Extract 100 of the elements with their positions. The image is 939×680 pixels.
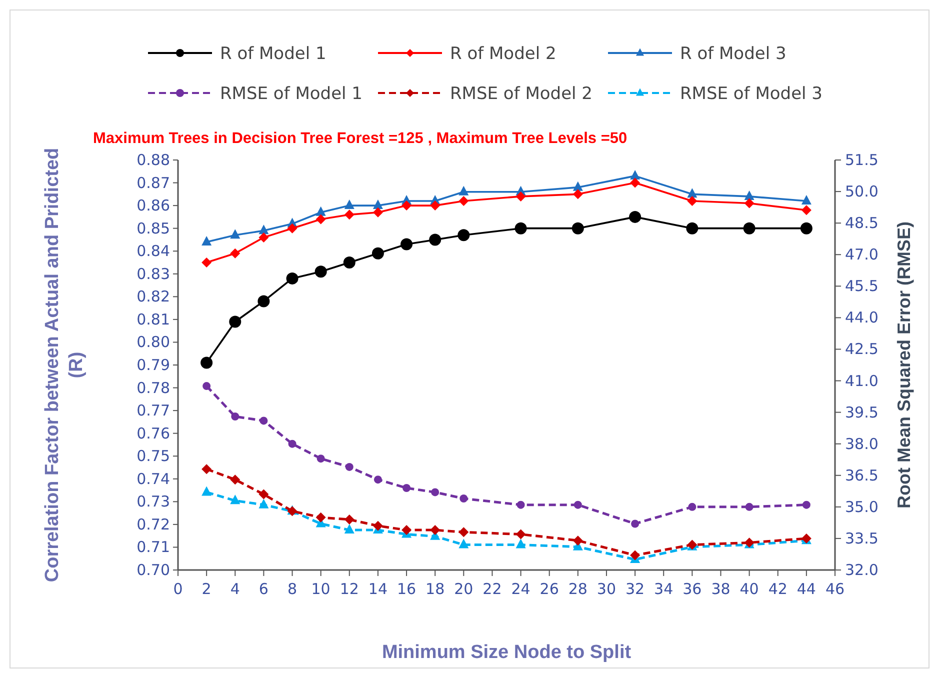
x-tick-label: 4 bbox=[230, 580, 240, 598]
y-tick-label: 0.86 bbox=[136, 196, 170, 215]
x-tick-label: 38 bbox=[711, 580, 730, 598]
point bbox=[316, 206, 326, 216]
x-tick-label: 40 bbox=[740, 580, 759, 598]
point bbox=[801, 205, 812, 216]
y-tick-label: 0.75 bbox=[136, 447, 170, 466]
point bbox=[744, 198, 754, 208]
y-tick-label: 0.83 bbox=[136, 264, 170, 283]
x-tick-label: 30 bbox=[596, 580, 616, 598]
y-tick-label: 0.71 bbox=[136, 538, 170, 556]
point bbox=[516, 529, 526, 540]
y2-tick-label: 33.5 bbox=[845, 529, 878, 548]
point bbox=[200, 356, 213, 369]
point bbox=[230, 494, 240, 504]
y2-tick-label: 36.5 bbox=[845, 466, 878, 484]
y2-tick-label: 42.5 bbox=[845, 340, 878, 358]
point bbox=[686, 222, 698, 234]
point bbox=[286, 272, 298, 284]
y-tick-label: 0.82 bbox=[136, 288, 170, 306]
point bbox=[402, 525, 412, 536]
y-tick-label: 0.77 bbox=[136, 402, 170, 420]
point bbox=[801, 195, 812, 204]
point bbox=[431, 488, 440, 496]
point bbox=[372, 200, 383, 210]
point bbox=[516, 191, 526, 202]
y-tick-label: 0.74 bbox=[136, 470, 170, 488]
legend-label: RMSE of Model 1 bbox=[220, 84, 362, 104]
y2-tick-label: 50.0 bbox=[845, 182, 878, 201]
point bbox=[572, 189, 583, 200]
y-tick-label: 0.79 bbox=[136, 356, 170, 374]
point bbox=[202, 236, 212, 246]
point bbox=[430, 200, 440, 211]
y-tick-label: 0.70 bbox=[136, 561, 170, 579]
x-tick-label: 26 bbox=[540, 580, 559, 598]
point bbox=[202, 258, 212, 268]
point bbox=[202, 382, 211, 390]
x-tick-label: 36 bbox=[682, 580, 702, 598]
y-axis-title: Correlation Factor between Actual and Pridicted (R) bbox=[42, 148, 87, 582]
point bbox=[316, 512, 326, 522]
point bbox=[345, 462, 354, 471]
x-tick-label: 44 bbox=[796, 580, 816, 598]
point bbox=[572, 181, 583, 191]
legend-label: RMSE of Model 2 bbox=[450, 84, 592, 104]
y-tick-label: 0.73 bbox=[136, 492, 170, 511]
y-tick-label: 0.81 bbox=[136, 310, 170, 328]
x-tick-label: 46 bbox=[825, 580, 845, 598]
y2-tick-label: 44.0 bbox=[845, 308, 878, 327]
legend-label: R of Model 3 bbox=[680, 44, 786, 64]
point bbox=[458, 229, 470, 242]
point bbox=[258, 224, 269, 234]
point bbox=[402, 484, 411, 492]
point bbox=[429, 234, 442, 246]
point bbox=[258, 489, 269, 500]
x-axis-title: Minimum Size Node to Split bbox=[382, 642, 632, 663]
point bbox=[258, 498, 269, 508]
point bbox=[630, 178, 640, 188]
point bbox=[800, 222, 812, 234]
x-tick-label: 18 bbox=[426, 580, 445, 598]
point bbox=[344, 514, 354, 525]
point bbox=[287, 223, 298, 234]
point bbox=[458, 196, 469, 206]
legend-label: R of Model 1 bbox=[220, 44, 326, 64]
point bbox=[372, 520, 383, 531]
point bbox=[572, 222, 584, 234]
point bbox=[514, 222, 527, 234]
y2-tick-label: 48.5 bbox=[845, 214, 878, 232]
point bbox=[402, 200, 412, 211]
point bbox=[460, 494, 468, 503]
point bbox=[230, 474, 240, 485]
y2-tick-label: 39.5 bbox=[845, 403, 878, 422]
point bbox=[745, 502, 754, 511]
point bbox=[630, 170, 640, 180]
point bbox=[400, 238, 413, 250]
point bbox=[744, 190, 754, 200]
x-tick-label: 32 bbox=[625, 580, 645, 598]
y-tick-label: 0.78 bbox=[136, 378, 170, 397]
x-tick-label: 8 bbox=[287, 580, 298, 598]
point bbox=[687, 188, 698, 198]
point bbox=[458, 527, 469, 538]
point bbox=[458, 538, 469, 548]
point bbox=[372, 247, 384, 260]
y-tick-label: 0.87 bbox=[136, 174, 170, 192]
point bbox=[343, 256, 356, 268]
y2-tick-label: 45.5 bbox=[845, 277, 878, 296]
y2-tick-label: 51.5 bbox=[845, 151, 878, 169]
point bbox=[230, 229, 240, 239]
legend-label: RMSE of Model 3 bbox=[680, 84, 822, 104]
point bbox=[374, 476, 382, 484]
point bbox=[344, 210, 354, 220]
x-tick-label: 34 bbox=[654, 580, 674, 598]
point bbox=[687, 196, 698, 206]
point bbox=[231, 412, 240, 421]
point bbox=[316, 454, 325, 463]
point bbox=[372, 207, 383, 218]
point bbox=[629, 210, 642, 223]
y2-tick-label: 38.0 bbox=[845, 434, 878, 453]
legend-label: R of Model 2 bbox=[450, 44, 556, 64]
point bbox=[230, 248, 240, 258]
x-tick-label: 16 bbox=[396, 580, 416, 598]
